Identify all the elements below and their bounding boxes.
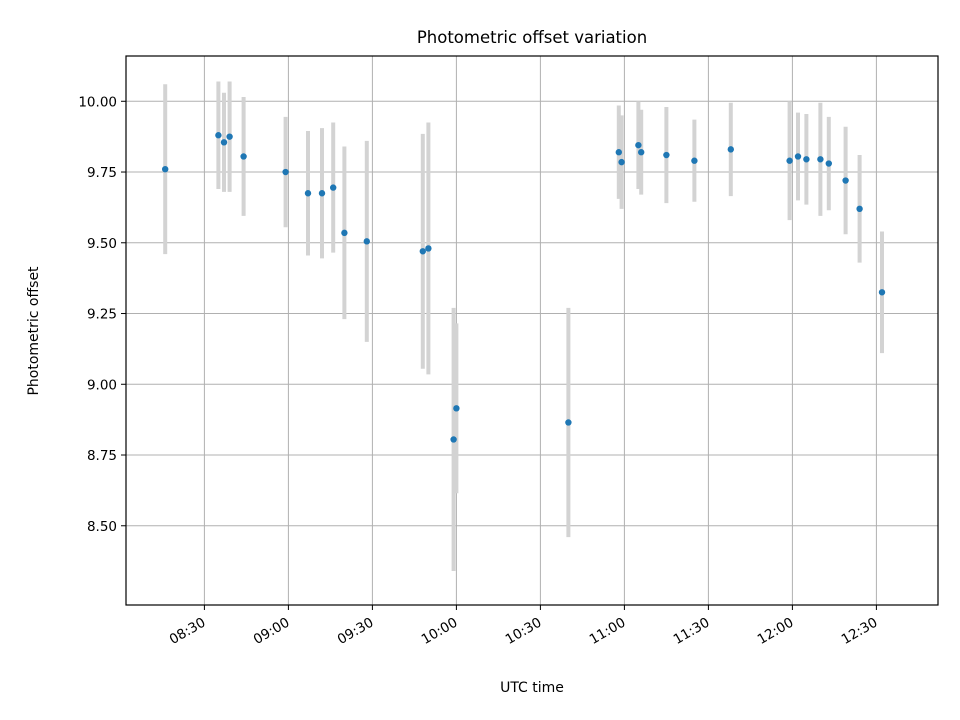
plot-frame <box>125 55 939 606</box>
data-point <box>842 177 849 184</box>
data-point <box>226 133 233 140</box>
x-tick-label: 10:00 <box>419 615 461 648</box>
data-point <box>825 160 832 167</box>
chart-title: Photometric offset variation <box>417 28 647 47</box>
data-point <box>615 149 622 156</box>
data-point <box>635 141 642 149</box>
x-tick-label: 09:30 <box>335 615 377 648</box>
data-point <box>425 245 432 252</box>
data-point <box>663 151 670 159</box>
x-axis-label: UTC time <box>500 680 564 696</box>
data-point <box>215 132 222 139</box>
y-axis-label: Photometric offset <box>26 266 42 396</box>
x-tick-label: 12:30 <box>839 615 881 648</box>
x-tick-label: 09:00 <box>251 615 293 648</box>
data-point <box>794 153 802 160</box>
x-tick-label: 12:00 <box>755 615 797 648</box>
data-point <box>220 139 228 146</box>
data-point <box>282 168 289 176</box>
y-tick-label: 9.00 <box>87 377 117 393</box>
data-point <box>878 289 886 296</box>
data-point <box>727 146 734 153</box>
point-layer <box>162 132 886 443</box>
y-tick-label: 8.50 <box>87 519 117 535</box>
y-tick-label: 9.75 <box>87 165 117 181</box>
data-point <box>363 238 370 245</box>
tick-layer: 08:30 09:00 09:30 10:00 10:30 11:00 11:30 12:00… <box>78 94 880 648</box>
x-tick-label: 08:30 <box>167 615 209 648</box>
data-point <box>419 248 426 255</box>
data-point <box>330 184 337 191</box>
data-point <box>618 158 625 166</box>
grid-layer <box>126 56 938 605</box>
data-point <box>341 229 348 237</box>
errorbar-layer <box>163 81 884 572</box>
data-point <box>786 157 793 164</box>
data-point <box>817 156 824 163</box>
data-point <box>318 190 326 197</box>
data-point <box>803 156 810 163</box>
data-point <box>240 153 247 160</box>
y-tick-label: 10.00 <box>78 94 117 110</box>
data-point <box>453 405 460 412</box>
y-tick-label: 9.25 <box>87 307 117 323</box>
data-point <box>691 157 698 164</box>
data-point <box>304 190 312 197</box>
x-tick-label: 11:00 <box>587 615 629 648</box>
data-point <box>856 205 863 213</box>
data-point <box>565 419 572 426</box>
data-point <box>638 149 645 156</box>
y-tick-label: 8.75 <box>87 448 117 464</box>
data-point <box>450 436 457 443</box>
x-tick-label: 11:30 <box>671 615 713 648</box>
x-tick-label: 10:30 <box>503 615 545 648</box>
data-point <box>162 165 169 173</box>
y-tick-label: 9.50 <box>87 236 117 252</box>
